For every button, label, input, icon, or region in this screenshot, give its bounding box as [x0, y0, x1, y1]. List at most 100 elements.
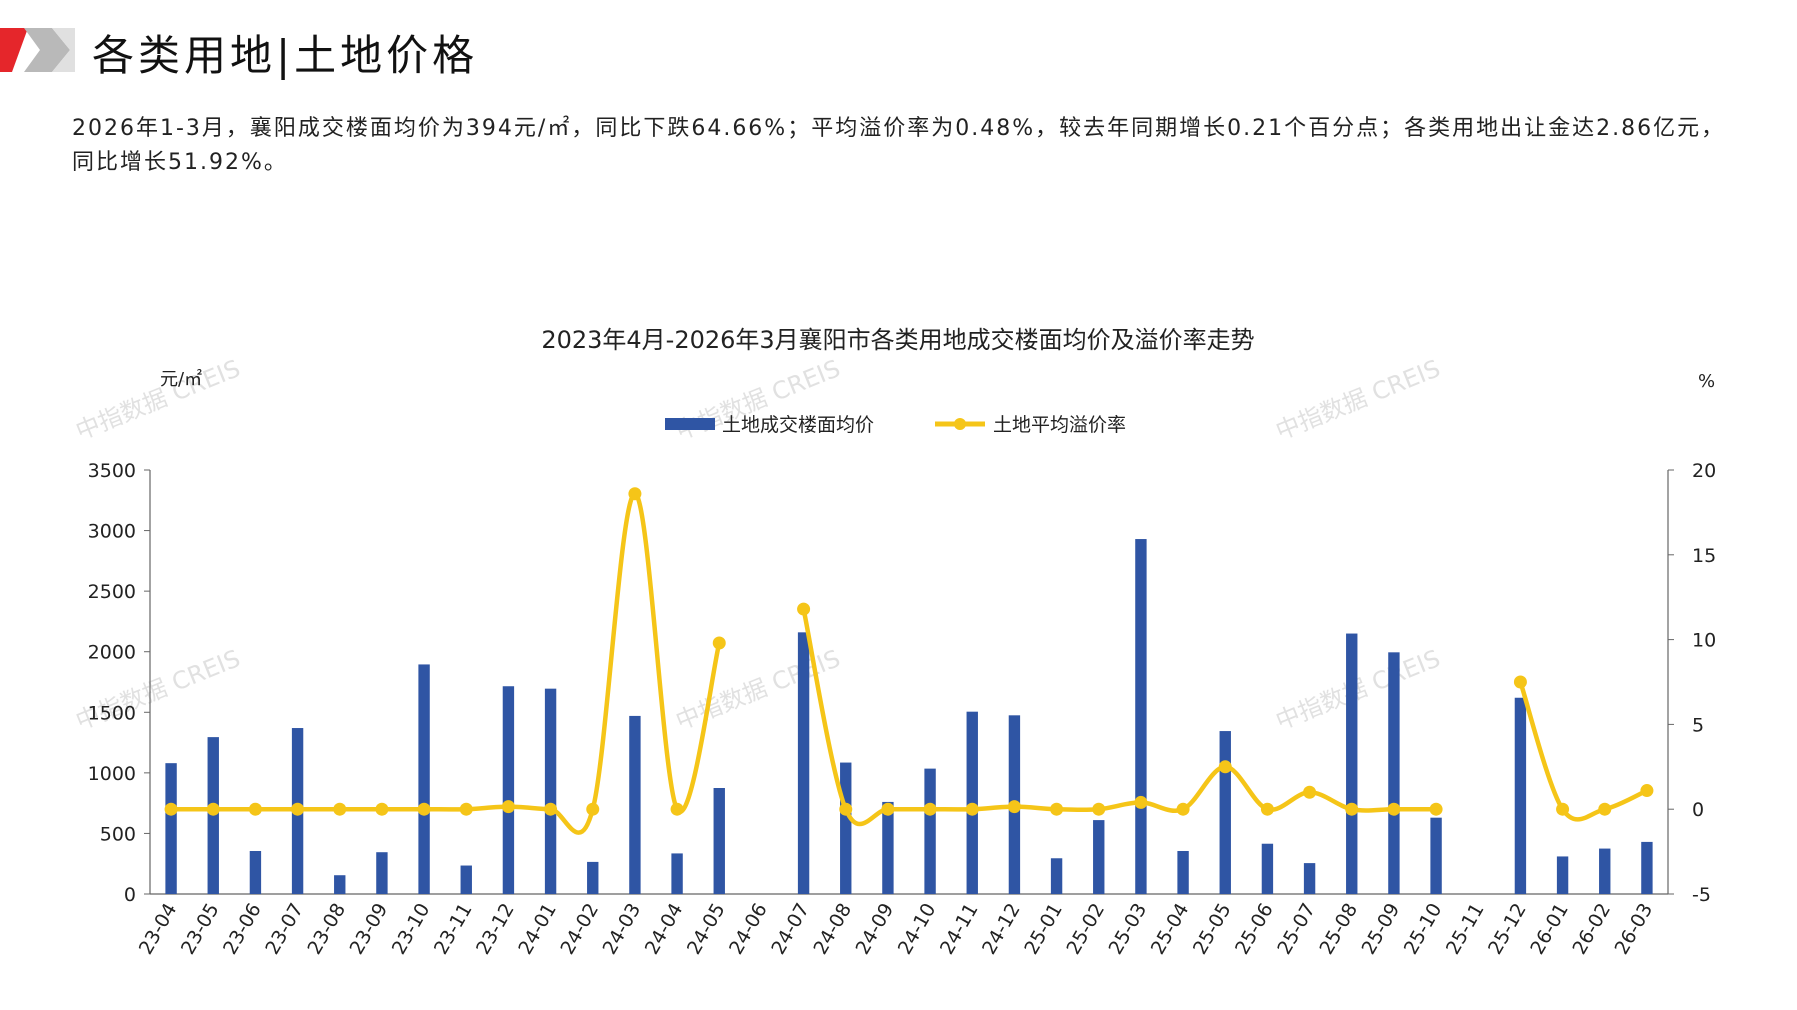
x-tick-label: 25-02: [1062, 900, 1109, 959]
line-series: [164, 487, 1654, 835]
bar: [1641, 841, 1653, 894]
bar-series: [165, 539, 1653, 894]
bar: [1177, 850, 1189, 894]
line-point: [839, 802, 853, 816]
line-point: [1007, 800, 1021, 814]
bar: [1346, 633, 1358, 894]
x-tick-label: 24-12: [978, 900, 1025, 959]
line-point: [965, 802, 979, 816]
x-tick-label: 24-11: [936, 900, 983, 959]
bar: [165, 763, 177, 894]
watermark-text: 中指数据 CREIS: [1272, 354, 1444, 445]
bar: [797, 632, 810, 894]
line-point: [1092, 802, 1106, 816]
page-title: 各类用地|土地价格: [92, 31, 479, 80]
bar: [544, 688, 557, 894]
x-tick-label: 25-12: [1484, 900, 1531, 959]
y-left-tick-label: 1000: [88, 763, 136, 785]
x-tick-label: 25-01: [1020, 900, 1067, 959]
x-tick-label: 25-09: [1358, 900, 1405, 959]
line-point: [712, 636, 726, 650]
legend-bar-swatch: [665, 418, 715, 430]
bar: [629, 715, 641, 894]
x-tick-label: 25-10: [1400, 900, 1447, 959]
bar: [1135, 539, 1147, 894]
y-right-tick-label: 0: [1692, 799, 1704, 821]
bar: [1093, 820, 1105, 894]
y-left-tick-label: 2000: [88, 642, 136, 664]
brand-logo: [0, 28, 75, 72]
line-point: [586, 802, 600, 816]
line-point: [1218, 760, 1232, 774]
line-point: [1050, 802, 1064, 816]
line-point: [797, 602, 811, 616]
bar: [502, 686, 515, 894]
summary-text: 2026年1-3月，襄阳成交楼面均价为394元/㎡，同比下跌64.66%；平均溢…: [72, 116, 1726, 175]
bar: [460, 865, 472, 894]
line-point: [1640, 784, 1654, 798]
line-point: [544, 802, 558, 816]
x-tick-label: 26-01: [1526, 900, 1573, 959]
line-point: [1556, 802, 1570, 816]
x-tick-label: 23-04: [135, 900, 182, 959]
line-point: [333, 802, 347, 816]
watermark-text: 中指数据 CREIS: [72, 354, 244, 445]
line-point: [1429, 802, 1443, 816]
bar: [671, 853, 683, 894]
bar: [1514, 697, 1527, 894]
y-left-tick-label: 0: [124, 884, 136, 906]
x-tick-label: 24-04: [641, 900, 688, 959]
bar: [1303, 863, 1316, 894]
y-right-tick-label: 10: [1692, 630, 1716, 652]
legend: 土地成交楼面均价 土地平均溢价率: [665, 414, 1126, 436]
y-left-tick-label: 2500: [88, 581, 136, 603]
line-point: [1513, 675, 1527, 689]
line-point: [248, 802, 262, 816]
line-segment: [1518, 681, 1648, 822]
line-point: [291, 802, 305, 816]
line-point: [923, 802, 937, 816]
x-tick-label: 23-07: [261, 900, 308, 959]
line-point: [501, 800, 515, 814]
line-point: [1134, 795, 1148, 809]
x-tick-label: 25-06: [1231, 900, 1278, 959]
bar: [713, 788, 725, 894]
line-point: [670, 802, 684, 816]
y-left-tick-label: 500: [100, 823, 136, 845]
x-tick-label: 23-08: [303, 900, 350, 959]
line-point: [1176, 802, 1190, 816]
x-tick-label: 23-10: [388, 900, 435, 959]
axes: 0 500 1000 1500 2000 2500 3000 3500 -5 0 5 10 15 20: [88, 460, 1717, 906]
x-tick-label: 26-03: [1611, 900, 1658, 959]
line-point: [417, 802, 431, 816]
line-point: [375, 802, 389, 816]
y-right-unit-label: %: [1698, 371, 1715, 392]
x-tick-label: 25-08: [1315, 900, 1362, 959]
x-tick-label: 23-11: [430, 900, 477, 959]
y-right-tick-label: 15: [1692, 545, 1716, 567]
x-tick-label: 24-05: [683, 900, 730, 959]
x-tick-label: 24-08: [809, 900, 856, 959]
x-tick-label: 23-09: [346, 900, 393, 959]
bar: [882, 801, 894, 894]
x-tick-label: 24-03: [599, 900, 646, 959]
y-left-tick-label: 1500: [88, 702, 136, 724]
x-tick-label: 24-09: [852, 900, 899, 959]
x-tick-label: 24-10: [894, 900, 941, 959]
x-tick-label: 26-02: [1568, 900, 1615, 959]
bar: [249, 850, 262, 894]
y-left-tick-label: 3000: [88, 521, 136, 543]
legend-line-marker: [954, 418, 966, 430]
legend-line-label: 土地平均溢价率: [993, 414, 1126, 436]
y-right-tick-label: 20: [1692, 460, 1716, 482]
bar: [1050, 858, 1063, 894]
bar: [1556, 856, 1569, 894]
x-tick-label: 24-06: [725, 900, 772, 959]
x-tick-label: 23-12: [472, 900, 519, 959]
x-tick-label: 25-11: [1442, 900, 1489, 959]
x-tick-label: 24-02: [556, 900, 603, 959]
line-point: [459, 802, 473, 816]
x-tick-label: 23-05: [177, 900, 224, 959]
